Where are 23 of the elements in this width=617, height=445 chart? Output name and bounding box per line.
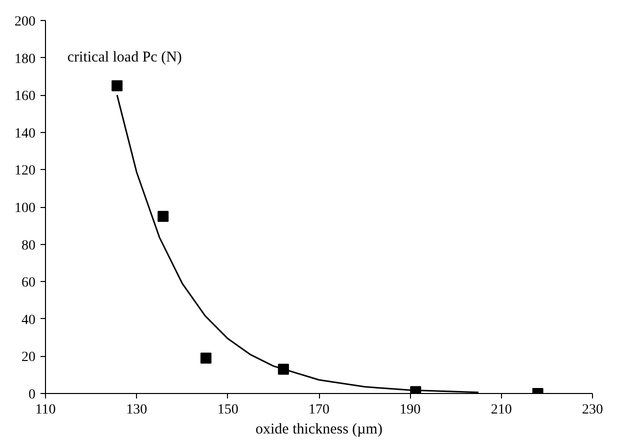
x-tick-label: 170: [308, 402, 330, 418]
x-tick-label: 230: [582, 402, 603, 418]
point: [112, 80, 123, 92]
x-tick-label: 130: [126, 402, 148, 418]
x-tick-label: 150: [217, 402, 238, 418]
point: [200, 352, 212, 364]
y-tick-label: 200: [14, 14, 36, 30]
y-tick-label: 140: [14, 126, 36, 142]
x-axis-title: oxide thickness (µm): [256, 422, 382, 438]
y-tick-label: 120: [14, 164, 36, 179]
y-tick-label: 60: [22, 276, 36, 291]
point: [158, 210, 169, 222]
y-tick-label: 0: [28, 388, 36, 402]
y-tick-label: 20: [22, 350, 36, 366]
y-axis-title: critical load Pc (N): [67, 49, 182, 66]
x-tick-label: 190: [400, 402, 421, 418]
y-tick-label: 80: [22, 238, 36, 254]
y-tick-label: 40: [22, 312, 36, 328]
y-tick-label: 180: [14, 52, 36, 67]
x-tick-label: 110: [35, 402, 56, 418]
x-tick-label: 210: [490, 402, 512, 418]
y-tick-label: 160: [14, 89, 36, 104]
y-tick-label: 100: [14, 201, 36, 216]
